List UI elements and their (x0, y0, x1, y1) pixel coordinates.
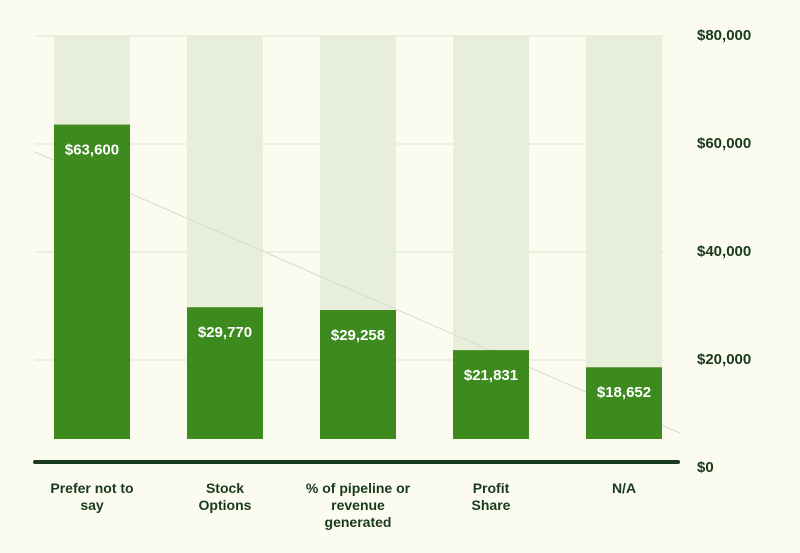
x-category-label-line: say (80, 497, 104, 513)
y-tick-label: $80,000 (697, 27, 751, 44)
bar (54, 124, 130, 439)
bar (453, 350, 529, 439)
y-axis-tick-labels: $0 $20,000 $40,000 $60,000 $80,000 (697, 27, 751, 476)
bar (320, 310, 396, 439)
x-category-label-line: revenue (331, 497, 385, 513)
x-category-label-line: N/A (612, 480, 636, 496)
x-category-label: Profit Share (472, 480, 511, 513)
x-axis-category-labels: Prefer not to say Stock Options % of pipelin… (50, 480, 636, 530)
bar-value-labels: $63,600 $29,770 $29,258 $21,831 $18,652 (65, 142, 651, 402)
bar (586, 367, 662, 439)
trend-line (34, 151, 681, 434)
x-category-label: N/A (612, 480, 636, 496)
bar-value-label: $21,831 (464, 367, 518, 384)
x-category-label: Stock Options (199, 480, 252, 513)
x-category-label-line: Share (472, 497, 511, 513)
x-category-label-line: Profit (473, 480, 510, 496)
bar (187, 307, 263, 439)
y-tick-label: $0 (697, 459, 714, 476)
y-tick-label: $20,000 (697, 351, 751, 368)
bars (54, 124, 662, 439)
x-category-label-line: Options (199, 497, 252, 513)
y-tick-label: $40,000 (697, 243, 751, 260)
bar-value-label: $18,652 (597, 384, 651, 401)
x-category-label-line: % of pipeline or (306, 480, 411, 496)
bar-value-label: $63,600 (65, 142, 119, 159)
x-category-label-line: Stock (206, 480, 244, 496)
x-category-label-line: Prefer not to (50, 480, 133, 496)
bar-value-label: $29,258 (331, 327, 385, 344)
x-category-label: % of pipeline or revenue generated (306, 480, 411, 530)
x-category-label-line: generated (325, 514, 392, 530)
y-tick-label: $60,000 (697, 135, 751, 152)
x-category-label: Prefer not to say (50, 480, 133, 513)
bar-value-label: $29,770 (198, 324, 252, 341)
